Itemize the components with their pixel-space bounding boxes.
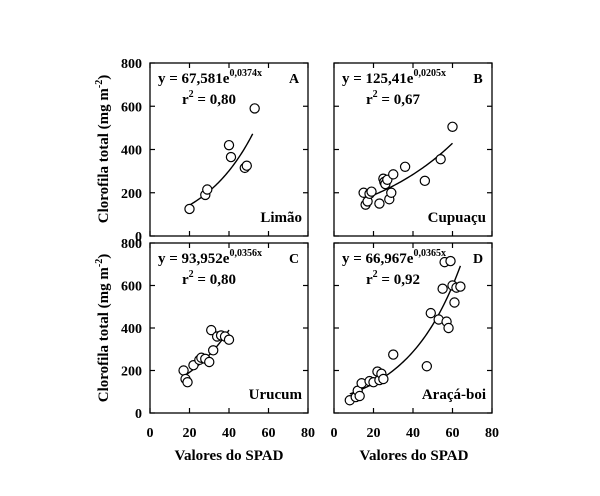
- regression-equation: y = 93,952e0,0356x: [158, 248, 262, 267]
- data-point: [386, 187, 397, 198]
- equation-exponent: 0,0205x: [413, 68, 446, 79]
- r-squared: r2 = 0,67: [366, 89, 420, 108]
- y-tick-label: 400: [121, 322, 142, 337]
- x-tick-label: 40: [222, 426, 236, 441]
- panel-letter: A: [289, 72, 300, 87]
- r-squared-value: = 0,80: [194, 272, 236, 288]
- data-point: [378, 373, 389, 385]
- data-point: [178, 365, 189, 376]
- data-point: [399, 161, 411, 172]
- data-point: [421, 361, 433, 372]
- y-tick-label: 800: [121, 237, 142, 252]
- y-tick-label: 0: [135, 230, 142, 245]
- data-point: [455, 281, 466, 292]
- species-label: Urucum: [249, 387, 303, 403]
- x-tick-label: 0: [147, 426, 154, 441]
- r-squared: r2 = 0,80: [182, 269, 236, 288]
- r-squared-exponent: 2: [373, 89, 378, 100]
- panel-d: 0 20 40 60 80 y = 66,967e0,0365x r2 = 0,92 D Ara…: [331, 242, 499, 441]
- data-point: [223, 139, 235, 151]
- r-squared-exponent: 2: [189, 269, 194, 280]
- panel-letter: D: [473, 252, 483, 267]
- data-point: [241, 160, 252, 171]
- r-squared-exponent: 2: [189, 89, 194, 100]
- data-point: [206, 324, 217, 336]
- y-tick-label: 600: [121, 100, 142, 115]
- x-tick-label: 20: [183, 426, 197, 441]
- panel-letter: C: [289, 252, 299, 267]
- regression-equation: y = 125,41e0,0205x: [342, 68, 446, 87]
- x-axis-label-left: Valores do SPAD: [175, 448, 284, 464]
- x-tick-label: 80: [485, 426, 499, 441]
- r-squared-exponent: 2: [373, 269, 378, 280]
- y-tick-label: 0: [135, 407, 142, 422]
- equation-exponent: 0,0374x: [229, 68, 262, 79]
- panel-a: 0 200 400 600 800 y = 67,581e0,0374x r2 = 0,80…: [121, 57, 309, 245]
- y-axis-label-top: Clorofila total (mg m-2): [94, 75, 112, 223]
- regression-equation: y = 67,581e0,0374x: [158, 68, 262, 87]
- panel-letter: B: [473, 72, 482, 87]
- data-point: [204, 356, 215, 368]
- y-tick-label: 200: [121, 187, 142, 202]
- data-point: [435, 154, 446, 165]
- data-point: [354, 390, 365, 402]
- data-point: [437, 283, 448, 294]
- data-point: [223, 334, 235, 345]
- panel-c: 0 200 400 600 800 0 20 40 60 80 y = 93,952e0,0356x…: [121, 237, 315, 441]
- y-tick-label: 600: [121, 280, 142, 295]
- regression-equation: y = 66,967e0,0365x: [342, 248, 446, 267]
- data-point: [388, 169, 399, 180]
- data-point: [447, 121, 458, 132]
- y-tick-label: 200: [121, 365, 142, 380]
- data-point: [445, 255, 456, 267]
- r-squared: r2 = 0,80: [182, 89, 236, 108]
- y-tick-label: 800: [121, 57, 142, 72]
- x-axis-label-right: Valores do SPAD: [360, 448, 469, 464]
- x-tick-label: 80: [301, 426, 315, 441]
- fit-curve: [349, 265, 462, 395]
- x-tick-label: 60: [446, 426, 460, 441]
- equation-exponent: 0,0365x: [413, 248, 446, 259]
- data-point: [249, 103, 260, 114]
- data-point: [202, 184, 213, 195]
- r-squared-value: = 0,80: [194, 92, 236, 108]
- data-point: [182, 376, 193, 388]
- species-label: Limão: [260, 210, 302, 226]
- x-tick-label: 0: [331, 426, 338, 441]
- data-point: [366, 186, 377, 197]
- data-point: [443, 322, 454, 334]
- data-point: [207, 345, 219, 356]
- x-tick-label: 40: [406, 426, 420, 441]
- data-point: [419, 175, 431, 187]
- data-point: [388, 349, 399, 360]
- species-label: Cupuaçu: [428, 210, 486, 226]
- data-point: [374, 198, 385, 209]
- r-squared: r2 = 0,92: [366, 269, 420, 288]
- y-axis-label-bottom: Clorofila total (mg m-2): [94, 254, 112, 402]
- fit-curve: [187, 133, 254, 207]
- data-point: [225, 151, 237, 163]
- panel-b: y = 125,41e0,0205x r2 = 0,67 B Cupuaçu: [333, 62, 493, 237]
- species-label: Araçá-boi: [422, 387, 486, 403]
- r-squared-value: = 0,92: [378, 272, 420, 288]
- data-point: [184, 203, 195, 215]
- data-point: [449, 297, 460, 308]
- y-tick-label: 400: [121, 144, 142, 159]
- data-point: [425, 307, 436, 319]
- r-squared-value: = 0,67: [378, 92, 421, 108]
- x-tick-label: 20: [367, 426, 381, 441]
- x-tick-label: 60: [262, 426, 276, 441]
- fit-curve: [363, 142, 453, 200]
- equation-exponent: 0,0356x: [229, 248, 262, 259]
